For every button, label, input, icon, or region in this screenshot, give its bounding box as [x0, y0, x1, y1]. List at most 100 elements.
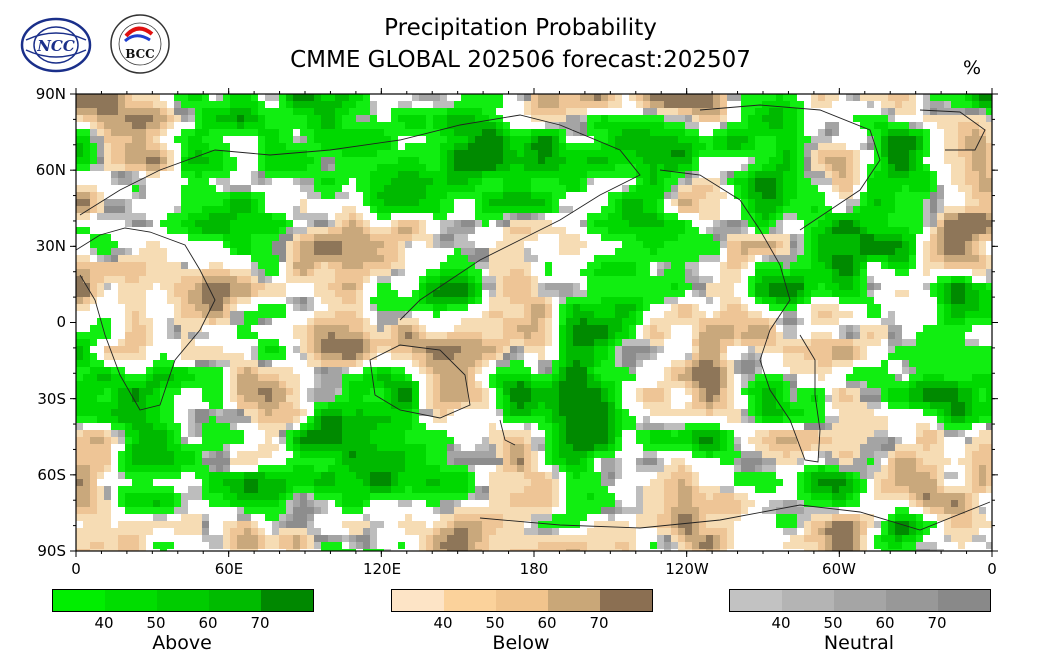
probability-cell — [944, 101, 951, 108]
probability-cell — [874, 241, 881, 248]
probability-cell — [258, 199, 265, 206]
probability-cell — [342, 220, 349, 227]
probability-cell — [741, 171, 748, 178]
probability-cell — [545, 360, 552, 367]
probability-cell — [363, 367, 370, 374]
probability-cell — [566, 150, 573, 157]
probability-cell — [706, 381, 713, 388]
probability-cell — [601, 171, 608, 178]
probability-cell — [188, 213, 195, 220]
probability-cell — [223, 192, 230, 199]
probability-cell — [356, 227, 363, 234]
probability-cell — [265, 311, 272, 318]
probability-cell — [209, 171, 216, 178]
probability-cell — [573, 122, 580, 129]
probability-cell — [223, 171, 230, 178]
probability-cell — [727, 388, 734, 395]
probability-cell — [132, 388, 139, 395]
probability-cell — [979, 255, 986, 262]
probability-cell — [321, 122, 328, 129]
probability-cell — [90, 122, 97, 129]
probability-cell — [629, 185, 636, 192]
probability-cell — [209, 388, 216, 395]
probability-cell — [874, 115, 881, 122]
probability-cell — [776, 283, 783, 290]
probability-cell — [125, 339, 132, 346]
probability-cell — [489, 262, 496, 269]
probability-cell — [937, 311, 944, 318]
probability-cell — [433, 157, 440, 164]
probability-cell — [979, 150, 986, 157]
probability-cell — [755, 220, 762, 227]
probability-cell — [461, 290, 468, 297]
probability-cell — [468, 255, 475, 262]
probability-cell — [237, 290, 244, 297]
probability-cell — [713, 311, 720, 318]
probability-cell — [643, 248, 650, 255]
probability-cell — [363, 325, 370, 332]
probability-cell — [538, 332, 545, 339]
probability-cell — [342, 129, 349, 136]
probability-cell — [90, 262, 97, 269]
probability-cell — [867, 220, 874, 227]
probability-cell — [181, 318, 188, 325]
probability-cell — [195, 150, 202, 157]
probability-cell — [356, 304, 363, 311]
probability-cell — [622, 227, 629, 234]
probability-cell — [853, 199, 860, 206]
probability-cell — [195, 283, 202, 290]
probability-cell — [643, 199, 650, 206]
probability-cell — [657, 185, 664, 192]
probability-cell — [706, 206, 713, 213]
probability-cell — [181, 276, 188, 283]
probability-cell — [972, 213, 979, 220]
probability-cell — [377, 199, 384, 206]
probability-cell — [524, 150, 531, 157]
probability-cell — [867, 248, 874, 255]
probability-cell — [706, 227, 713, 234]
probability-cell — [762, 325, 769, 332]
probability-cell — [531, 332, 538, 339]
probability-cell — [769, 178, 776, 185]
probability-cell — [307, 325, 314, 332]
probability-cell — [454, 346, 461, 353]
probability-cell — [216, 290, 223, 297]
probability-cell — [601, 129, 608, 136]
probability-cell — [209, 101, 216, 108]
probability-cell — [958, 388, 965, 395]
probability-cell — [797, 318, 804, 325]
probability-cell — [419, 206, 426, 213]
probability-cell — [657, 395, 664, 402]
probability-cell — [643, 276, 650, 283]
probability-cell — [76, 360, 83, 367]
probability-cell — [468, 269, 475, 276]
probability-cell — [720, 346, 727, 353]
probability-cell — [783, 185, 790, 192]
probability-cell — [594, 388, 601, 395]
probability-cell — [867, 115, 874, 122]
probability-cell — [629, 318, 636, 325]
probability-cell — [937, 332, 944, 339]
probability-cell — [209, 220, 216, 227]
probability-cell — [223, 269, 230, 276]
probability-cell — [195, 199, 202, 206]
probability-cell — [657, 150, 664, 157]
probability-cell — [825, 241, 832, 248]
probability-cell — [349, 94, 356, 101]
probability-cell — [580, 360, 587, 367]
probability-cell — [594, 94, 601, 101]
probability-cell — [797, 395, 804, 402]
probability-cell — [958, 395, 965, 402]
probability-cell — [111, 171, 118, 178]
probability-cell — [412, 220, 419, 227]
probability-cell — [608, 255, 615, 262]
probability-cell — [972, 297, 979, 304]
probability-cell — [902, 227, 909, 234]
probability-cell — [426, 283, 433, 290]
probability-cell — [104, 150, 111, 157]
probability-cell — [797, 234, 804, 241]
probability-cell — [608, 297, 615, 304]
probability-cell — [391, 115, 398, 122]
probability-cell — [90, 283, 97, 290]
probability-cell — [272, 213, 279, 220]
